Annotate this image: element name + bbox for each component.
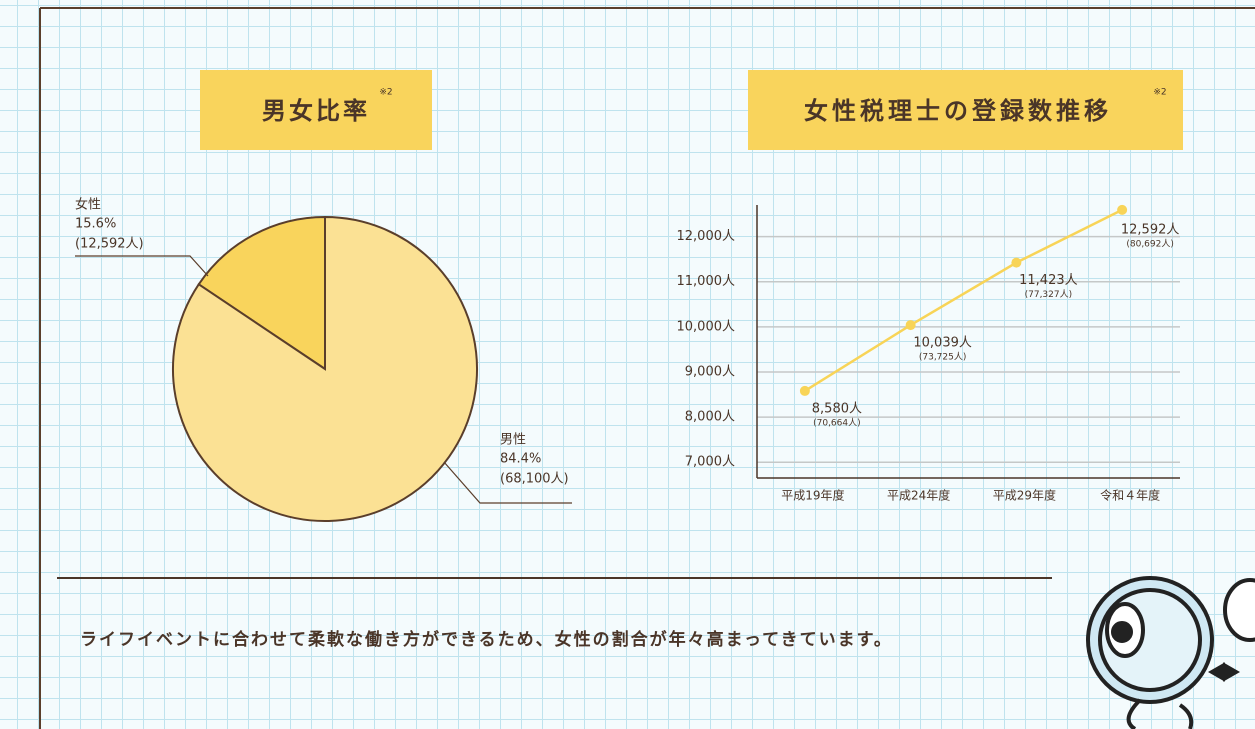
slice-count: (12,592人) bbox=[75, 237, 144, 252]
data-line bbox=[804, 208, 1123, 392]
slice-label: 男性 bbox=[500, 433, 526, 448]
caption: ライフイベントに合わせて柔軟な働き方ができるため、女性の割合が年々高まってきてい… bbox=[80, 629, 893, 650]
value-label: 12,592人 bbox=[1121, 222, 1180, 237]
pie-slice bbox=[172, 215, 478, 522]
title-box bbox=[748, 70, 1183, 150]
data-point bbox=[1011, 257, 1022, 268]
x-tick-label: 平成29年度 bbox=[993, 488, 1056, 503]
leader-line bbox=[443, 461, 572, 504]
y-tick-label: 8,000人 bbox=[685, 410, 735, 425]
title-box bbox=[200, 70, 432, 150]
title-note: ※2 bbox=[1153, 88, 1166, 98]
y-tick-label: 12,000人 bbox=[677, 229, 736, 244]
mascot bbox=[1086, 576, 1255, 729]
x-tick-label: 平成24年度 bbox=[887, 488, 950, 503]
slice-value: 15.6% bbox=[75, 217, 116, 232]
slice-label: 女性 bbox=[75, 197, 101, 213]
title-note: ※2 bbox=[379, 88, 392, 98]
data-point bbox=[1117, 204, 1128, 215]
y-tick-label: 10,000人 bbox=[677, 319, 736, 334]
value-sublabel: (70,664人) bbox=[813, 417, 861, 428]
value-sublabel: (80,692人) bbox=[1126, 238, 1174, 249]
value-label: 8,580人 bbox=[812, 401, 862, 416]
pie-slice bbox=[197, 215, 326, 371]
value-label: 11,423人 bbox=[1019, 273, 1078, 288]
data-point bbox=[905, 320, 916, 331]
x-tick-label: 令和４年度 bbox=[1100, 488, 1160, 503]
value-sublabel: (73,725人) bbox=[919, 352, 967, 363]
chart-title: 女性税理士の登録数推移 bbox=[804, 97, 1112, 125]
slice-value: 84.4% bbox=[500, 452, 541, 467]
chart-title: 男女比率 bbox=[262, 97, 370, 125]
value-sublabel: (77,327人) bbox=[1025, 289, 1073, 300]
slice-count: (68,100人) bbox=[500, 472, 569, 487]
x-tick-label: 平成19年度 bbox=[781, 488, 844, 503]
leader-line bbox=[75, 255, 209, 277]
value-label: 10,039人 bbox=[913, 336, 972, 351]
data-point bbox=[799, 385, 810, 396]
y-tick-label: 11,000人 bbox=[677, 274, 736, 289]
y-tick-label: 7,000人 bbox=[685, 455, 735, 470]
y-tick-label: 9,000人 bbox=[685, 364, 735, 379]
